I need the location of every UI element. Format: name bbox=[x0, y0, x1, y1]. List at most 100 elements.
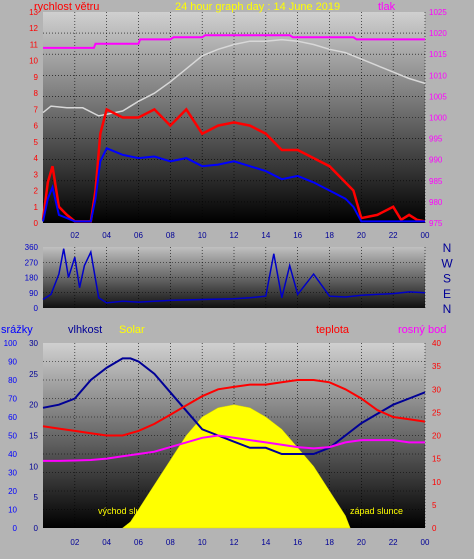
compass-label: W bbox=[441, 256, 453, 270]
wind-tick-label: 8 bbox=[34, 89, 39, 98]
rain-tick-label: 30 bbox=[8, 469, 17, 478]
label-solar: Solar bbox=[119, 324, 145, 336]
wind-speed-label: rychlost větru bbox=[34, 1, 100, 13]
x-tick-label: 14 bbox=[261, 538, 270, 547]
wind-tick-label: 2 bbox=[34, 187, 39, 196]
wind-tick-label: 3 bbox=[34, 170, 39, 179]
temperature-tick-label: 20 bbox=[432, 432, 441, 441]
x-tick-label: 02 bbox=[70, 231, 79, 240]
wind-tick-label: 1 bbox=[34, 203, 39, 212]
wind-tick-label: 0 bbox=[34, 219, 39, 228]
temperature-tick-label: 15 bbox=[432, 455, 441, 464]
pressure-tick-label: 1020 bbox=[429, 29, 447, 38]
pressure-tick-label: 985 bbox=[429, 177, 443, 186]
wind-tick-label: 6 bbox=[34, 122, 39, 131]
temperature-line bbox=[42, 379, 426, 437]
rain-tick-label: 0 bbox=[13, 524, 18, 533]
pressure-tick-label: 1005 bbox=[429, 92, 447, 101]
wind-tick-label: 13 bbox=[29, 8, 38, 17]
x-tick-label: 20 bbox=[357, 538, 366, 547]
temperature-tick-label: 5 bbox=[432, 501, 437, 510]
direction-tick-label: 270 bbox=[25, 258, 39, 267]
pressure-tick-label: 980 bbox=[429, 198, 443, 207]
x-tick-label: 08 bbox=[166, 538, 175, 547]
x-tick-label: 18 bbox=[325, 538, 334, 547]
direction-tick-label: 360 bbox=[25, 243, 39, 252]
pressure-tick-label: 1015 bbox=[429, 50, 447, 59]
wind-tick-label: 4 bbox=[34, 154, 39, 163]
x-tick-label: 06 bbox=[134, 231, 143, 240]
x-tick-label: 20 bbox=[357, 231, 366, 240]
temperature-tick-label: 25 bbox=[432, 408, 441, 417]
rain-tick-label: 60 bbox=[8, 413, 17, 422]
x-tick-label: 10 bbox=[198, 231, 207, 240]
x-tick-label: 16 bbox=[293, 231, 302, 240]
direction-tick-label: 90 bbox=[29, 289, 38, 298]
x-tick-label: 02 bbox=[70, 538, 79, 547]
compass-label: N bbox=[443, 302, 452, 316]
x-tick-label: 00 bbox=[421, 231, 430, 240]
rain-tick-label: 80 bbox=[8, 376, 17, 385]
x-tick-label: 18 bbox=[325, 231, 334, 240]
tick-labels: 0123456789101112139759809859909951000100… bbox=[4, 8, 454, 547]
sunrise-annotation: východ slunce bbox=[98, 506, 156, 516]
sunset-annotation: západ slunce bbox=[350, 506, 404, 516]
wind-tick-label: 5 bbox=[34, 138, 39, 147]
humidity-tick-label: 5 bbox=[34, 493, 39, 502]
chart-title: 24 hour graph day : 14 June 2019 bbox=[175, 1, 341, 13]
x-tick-label: 08 bbox=[166, 231, 175, 240]
humidity-tick-label: 25 bbox=[29, 370, 38, 379]
rain-tick-label: 50 bbox=[8, 432, 17, 441]
compass-label: S bbox=[443, 272, 451, 286]
label-vlhkost: vlhkost bbox=[68, 324, 103, 336]
x-tick-label: 14 bbox=[261, 231, 270, 240]
x-tick-label: 06 bbox=[134, 538, 143, 547]
x-tick-label: 04 bbox=[102, 538, 111, 547]
humidity-tick-label: 30 bbox=[29, 339, 38, 348]
x-tick-label: 12 bbox=[230, 538, 239, 547]
pressure-tick-label: 995 bbox=[429, 135, 443, 144]
pressure-tick-label: 1010 bbox=[429, 71, 447, 80]
pressure-label: tlak bbox=[378, 1, 396, 13]
label-teplota: teplota bbox=[316, 324, 350, 336]
rain-tick-label: 40 bbox=[8, 450, 17, 459]
pressure-line bbox=[43, 34, 425, 49]
wind-tick-label: 9 bbox=[34, 73, 39, 82]
x-tick-label: 22 bbox=[389, 231, 398, 240]
plot3-marks bbox=[42, 343, 426, 529]
humidity-line bbox=[42, 357, 426, 455]
rain-tick-label: 100 bbox=[4, 339, 18, 348]
compass-label: E bbox=[443, 287, 451, 301]
wind-direction-line bbox=[42, 248, 426, 304]
x-tick-label: 10 bbox=[198, 538, 207, 547]
pressure-tick-label: 1000 bbox=[429, 114, 447, 123]
x-tick-label: 12 bbox=[230, 231, 239, 240]
temperature-tick-label: 10 bbox=[432, 478, 441, 487]
temperature-tick-label: 0 bbox=[432, 524, 437, 533]
x-tick-label: 22 bbox=[389, 538, 398, 547]
pressure-tick-label: 990 bbox=[429, 156, 443, 165]
label-rosny-bod: rosný bod bbox=[398, 324, 447, 336]
humidity-tick-label: 10 bbox=[29, 462, 38, 471]
rain-tick-label: 70 bbox=[8, 395, 17, 404]
rain-tick-label: 90 bbox=[8, 358, 17, 367]
direction-tick-label: 180 bbox=[25, 274, 39, 283]
humidity-tick-label: 0 bbox=[34, 524, 39, 533]
temperature-tick-label: 40 bbox=[432, 339, 441, 348]
humidity-tick-label: 15 bbox=[29, 432, 38, 441]
temperature-tick-label: 35 bbox=[432, 362, 441, 371]
dew-point-line bbox=[43, 434, 425, 462]
plot1-marks bbox=[41, 12, 426, 223]
wind-tick-label: 10 bbox=[29, 57, 38, 66]
rain-tick-label: 10 bbox=[8, 506, 17, 515]
compass-label: N bbox=[443, 241, 452, 255]
wind-tick-label: 12 bbox=[29, 24, 38, 33]
humidity-tick-label: 20 bbox=[29, 401, 38, 410]
x-tick-label: 16 bbox=[293, 538, 302, 547]
x-tick-label: 00 bbox=[421, 538, 430, 547]
rain-tick-label: 20 bbox=[8, 487, 17, 496]
wind-tick-label: 11 bbox=[30, 40, 39, 49]
label-srazky: srážky bbox=[1, 324, 33, 336]
solar-area bbox=[121, 404, 351, 529]
